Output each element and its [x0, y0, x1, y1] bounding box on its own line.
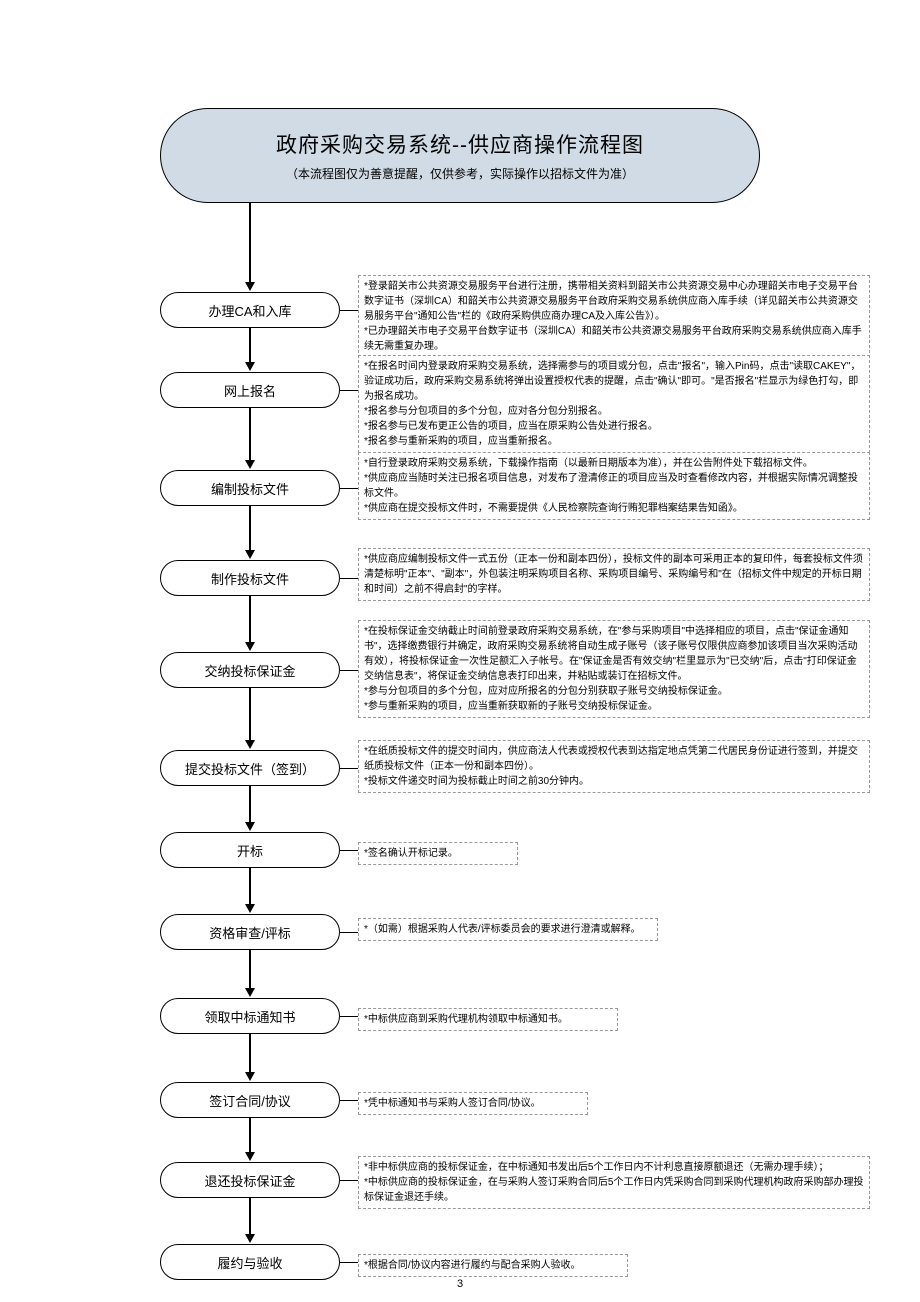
node-description: *在纸质投标文件的提交时间内，供应商法人代表或授权代表到达指定地点凭第二代居民身… [358, 740, 870, 793]
node-description: *中标供应商到采购代理机构领取中标通知书。 [358, 1008, 618, 1031]
connector-line [340, 1016, 358, 1017]
flow-node: 领取中标通知书 [160, 998, 340, 1034]
connector-line [340, 932, 358, 933]
page-number: 3 [0, 1278, 920, 1290]
arrow-line [249, 328, 251, 363]
flow-node: 交纳投标保证金 [160, 652, 340, 688]
arrow-head-icon [245, 822, 255, 831]
arrow-line [249, 408, 251, 461]
arrow-line [249, 203, 251, 283]
arrow-head-icon [245, 1152, 255, 1161]
header-subtitle: （本流程图仅为善意提醒，仅供参考，实际操作以招标文件为准） [286, 165, 634, 182]
arrow-line [249, 1198, 251, 1235]
arrow-head-icon [245, 282, 255, 291]
flow-node: 退还投标保证金 [160, 1162, 340, 1198]
node-description: *供应商应编制投标文件一式五份（正本一份和副本四份），投标文件的副本可采用正本的… [358, 548, 870, 601]
connector-line [340, 1180, 358, 1181]
flow-node: 签订合同/协议 [160, 1082, 340, 1118]
arrow-head-icon [245, 988, 255, 997]
node-description: *在投标保证金交纳截止时间前登录政府采购交易系统，在"参与采购项目"中选择相应的… [358, 620, 870, 718]
flow-node: 编制投标文件 [160, 470, 340, 506]
arrow-line [249, 868, 251, 905]
flow-node: 办理CA和入库 [160, 292, 340, 328]
arrow-line [249, 506, 251, 551]
arrow-line [249, 786, 251, 823]
arrow-head-icon [245, 1072, 255, 1081]
header-title: 政府采购交易系统--供应商操作流程图 [276, 129, 644, 159]
flow-node: 制作投标文件 [160, 560, 340, 596]
arrow-head-icon [245, 550, 255, 559]
node-description: *凭中标通知书与采购人签订合同/协议。 [358, 1092, 588, 1115]
arrow-line [249, 1118, 251, 1153]
flow-node: 开标 [160, 832, 340, 868]
arrow-head-icon [245, 740, 255, 749]
arrow-head-icon [245, 1234, 255, 1243]
connector-line [340, 488, 358, 489]
connector-line [340, 1262, 358, 1263]
node-description: *（如需）根据采购人代表/评标委员会的要求进行澄清或解释。 [358, 918, 658, 941]
arrow-line [249, 1034, 251, 1073]
connector-line [340, 768, 358, 769]
connector-line [340, 390, 358, 391]
node-description: *签名确认开标记录。 [358, 842, 518, 865]
flow-node: 履约与验收 [160, 1244, 340, 1280]
arrow-line [249, 596, 251, 643]
flowchart-header: 政府采购交易系统--供应商操作流程图 （本流程图仅为善意提醒，仅供参考，实际操作… [160, 108, 760, 203]
flow-node: 网上报名 [160, 372, 340, 408]
connector-line [340, 670, 358, 671]
flow-node: 提交投标文件（签到） [160, 750, 340, 786]
node-description: *登录韶关市公共资源交易服务平台进行注册，携带相关资料到韶关市公共资源交易中心办… [358, 275, 870, 358]
arrow-head-icon [245, 642, 255, 651]
node-description: *自行登录政府采购交易系统，下载操作指南（以最新日期版本为准），并在公告附件处下… [358, 452, 870, 520]
connector-line [340, 1100, 358, 1101]
arrow-line [249, 950, 251, 989]
connector-line [340, 578, 358, 579]
connector-line [340, 310, 358, 311]
node-description: *非中标供应商的投标保证金，在中标通知书发出后5个工作日内不计利息直接原额退还（… [358, 1156, 870, 1209]
node-description: *根据合同/协议内容进行履约与配合采购人验收。 [358, 1254, 628, 1277]
flow-node: 资格审查/评标 [160, 914, 340, 950]
arrow-head-icon [245, 362, 255, 371]
node-description: *在报名时间内登录政府采购交易系统，选择需参与的项目或分包，点击"报名"，输入P… [358, 355, 870, 453]
arrow-line [249, 688, 251, 741]
connector-line [340, 850, 358, 851]
arrow-head-icon [245, 904, 255, 913]
arrow-head-icon [245, 460, 255, 469]
